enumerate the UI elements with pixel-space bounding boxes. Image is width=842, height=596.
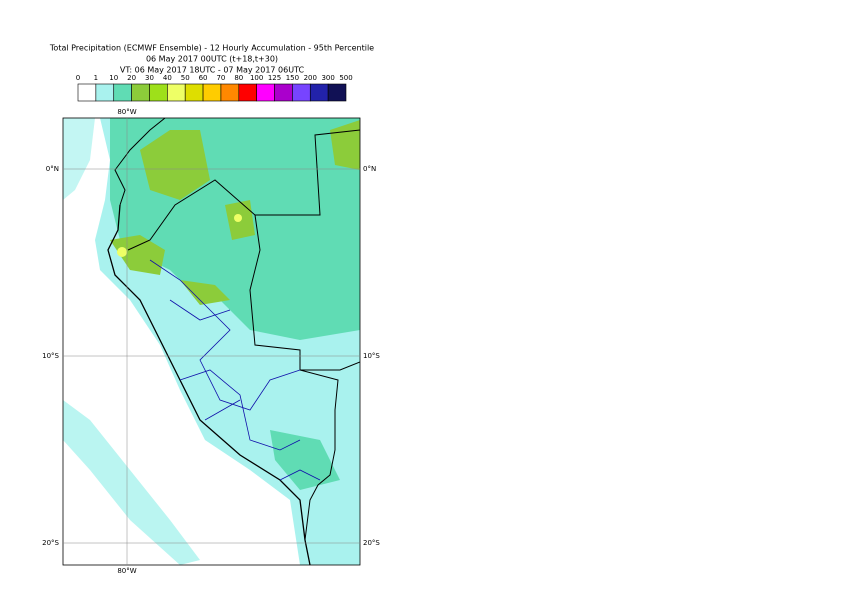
border xyxy=(127,129,360,251)
colorbar-label: 1 xyxy=(94,74,98,82)
colorbar-box xyxy=(309,83,329,102)
colorbar-box xyxy=(256,83,275,102)
colorbar-box xyxy=(167,83,186,102)
precip-peak xyxy=(117,247,127,257)
colorbar-label: 60 xyxy=(199,74,208,82)
colorbar-label: 10 xyxy=(109,74,118,82)
precip-ocean xyxy=(63,400,200,565)
colorbar-label: 0 xyxy=(76,74,80,82)
precip-ocean xyxy=(63,118,95,200)
precip-heavy xyxy=(140,130,210,200)
colorbar-label: 20 xyxy=(127,74,136,82)
title: Total Precipitation (ECMWF Ensemble) - 1… xyxy=(49,44,374,53)
precip-heavy xyxy=(180,280,230,305)
colorbar-label: 150 xyxy=(286,74,299,82)
lat-label: 0°N xyxy=(46,165,59,173)
colorbar-label: 40 xyxy=(163,74,172,82)
lon-label: 80°W xyxy=(117,567,136,575)
valid-time: VT: 06 May 2017 18UTC - 07 May 2017 06UT… xyxy=(120,66,305,75)
lat-label: 0°N xyxy=(363,165,376,173)
lat-label: 10°S xyxy=(42,352,59,360)
colorbar-label: 30 xyxy=(145,74,154,82)
colorbar-box xyxy=(184,83,204,102)
base-time: 06 May 2017 00UTC (t+18,t+30) xyxy=(146,55,278,64)
colorbar-label: 300 xyxy=(321,74,334,82)
colorbar-box xyxy=(95,83,115,102)
colorbar-box xyxy=(274,83,293,102)
colorbar-box xyxy=(327,83,347,102)
colorbar-box xyxy=(220,83,240,102)
colorbar-box xyxy=(238,83,257,102)
precip-peak xyxy=(234,214,242,222)
colorbar-label: 80 xyxy=(234,74,243,82)
lat-label: 20°S xyxy=(363,539,380,547)
colorbar-label: 50 xyxy=(181,74,190,82)
border xyxy=(300,361,360,371)
colorbar-label: 125 xyxy=(268,74,281,82)
border xyxy=(249,214,339,541)
lat-label: 20°S xyxy=(42,539,59,547)
lon-label: 80°W xyxy=(117,108,136,116)
colorbar-box xyxy=(149,83,168,102)
colorbar: 0 1 10 20 30 40 50 60 70 80 100 125 150 200 300 500 xyxy=(76,74,353,102)
colorbar-label: 100 xyxy=(250,74,263,82)
colorbar-label: 200 xyxy=(304,74,317,82)
map-field xyxy=(63,118,360,565)
colorbar-label: 70 xyxy=(216,74,225,82)
lat-label: 10°S xyxy=(363,352,380,360)
precip-heavy xyxy=(110,235,165,275)
graticule: 80°W 80°W 0°N 0°N 10°S 10°S 20°S 20°S xyxy=(42,108,380,575)
coastline xyxy=(114,118,166,206)
precip-moderate xyxy=(270,430,340,490)
colorbar-box xyxy=(202,83,222,102)
region-boundary xyxy=(149,259,321,481)
colorbar-box xyxy=(131,83,150,102)
map-frame xyxy=(62,117,361,566)
colorbar-box xyxy=(113,83,132,102)
colorbar-box xyxy=(77,83,97,102)
colorbar-label: 500 xyxy=(339,74,352,82)
colorbar-box xyxy=(292,83,311,102)
